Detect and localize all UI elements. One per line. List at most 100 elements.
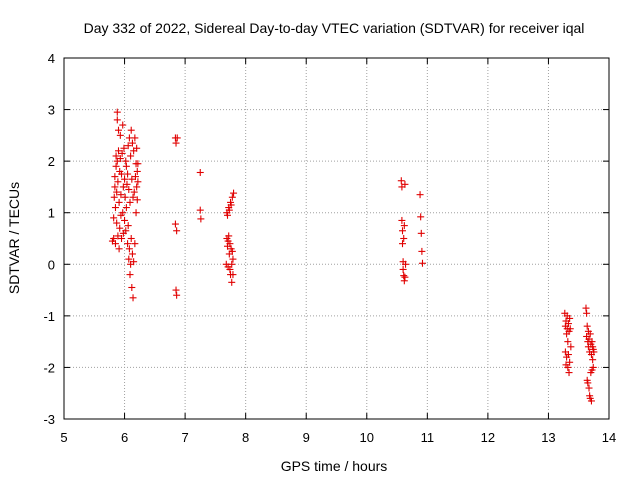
data-point: [197, 215, 205, 223]
data-point: [116, 155, 124, 163]
data-point: [110, 193, 118, 201]
data-point: [133, 196, 141, 204]
data-point: [134, 178, 142, 186]
data-point: [583, 322, 591, 330]
data-point: [416, 191, 424, 199]
data-point: [123, 180, 131, 188]
data-point: [417, 229, 425, 237]
data-point: [124, 142, 132, 150]
data-point: [134, 160, 142, 168]
data-point: [567, 343, 575, 351]
data-point: [131, 134, 139, 142]
data-point: [110, 214, 118, 222]
data-point: [127, 152, 135, 160]
data-point: [128, 139, 136, 147]
data-point: [417, 213, 425, 221]
data-point: [124, 222, 132, 230]
data-point: [228, 260, 236, 268]
data-point: [564, 363, 572, 371]
data-points: [108, 108, 598, 405]
y-tick-label: 2: [48, 154, 55, 169]
data-point: [196, 206, 204, 214]
data-point: [171, 220, 179, 228]
data-point: [230, 189, 238, 197]
data-point: [400, 222, 408, 230]
data-point: [114, 178, 122, 186]
data-point: [122, 227, 130, 235]
data-point: [226, 240, 234, 248]
data-point: [196, 168, 204, 176]
data-point: [112, 152, 120, 160]
data-point: [586, 330, 594, 338]
x-tick-label: 6: [121, 430, 128, 445]
data-point: [564, 320, 572, 328]
data-point: [583, 309, 591, 317]
data-point: [566, 325, 574, 333]
data-point: [399, 265, 407, 273]
data-point: [584, 379, 592, 387]
x-tick-label: 7: [181, 430, 188, 445]
data-point: [112, 162, 120, 170]
data-point: [114, 232, 122, 240]
y-tick-label: 4: [48, 51, 55, 66]
x-tick-label: 9: [303, 430, 310, 445]
y-tick-label: -2: [43, 360, 55, 375]
data-point: [224, 211, 231, 219]
data-point: [173, 227, 181, 235]
data-point: [126, 271, 134, 279]
data-point: [119, 183, 127, 191]
data-point: [418, 247, 426, 255]
data-point: [228, 278, 236, 286]
data-point: [588, 338, 596, 346]
data-point: [225, 206, 233, 214]
data-point: [400, 277, 408, 285]
data-point: [582, 304, 590, 312]
data-point: [127, 235, 135, 242]
data-point: [400, 235, 408, 242]
data-point: [589, 356, 597, 364]
data-point: [120, 144, 128, 152]
data-point: [590, 348, 598, 356]
data-point: [121, 193, 129, 201]
data-point: [117, 191, 125, 199]
data-point: [113, 188, 121, 196]
x-tick-label: 11: [421, 430, 435, 445]
y-tick-label: 1: [48, 206, 55, 221]
data-point: [566, 314, 574, 322]
data-point: [119, 209, 127, 217]
data-point: [418, 259, 426, 267]
y-tick-label: 0: [48, 257, 55, 272]
x-tick-label: 14: [602, 430, 616, 445]
data-point: [118, 170, 126, 178]
data-point: [132, 209, 140, 217]
data-point: [111, 240, 119, 248]
data-point: [128, 250, 136, 258]
data-point: [111, 183, 119, 191]
data-point: [228, 193, 236, 201]
data-point: [589, 363, 597, 371]
x-tick-label: 13: [541, 430, 555, 445]
data-point: [400, 272, 408, 280]
plot-frame: [63, 57, 610, 420]
data-point: [122, 204, 130, 212]
data-point: [173, 291, 181, 299]
data-point: [116, 131, 124, 139]
data-point: [113, 116, 121, 124]
data-point: [113, 108, 121, 116]
data-point: [122, 157, 130, 165]
data-point: [402, 260, 410, 268]
data-point: [229, 255, 237, 263]
data-point: [121, 175, 129, 183]
data-point: [110, 235, 118, 242]
data-point: [118, 235, 126, 242]
data-point: [228, 247, 236, 255]
data-point: [133, 183, 141, 191]
x-tick-label: 10: [360, 430, 374, 445]
data-point: [172, 139, 180, 147]
grid: [64, 58, 609, 419]
data-point: [116, 224, 124, 232]
data-point: [401, 180, 409, 188]
data-point: [173, 134, 181, 142]
data-point: [115, 245, 123, 253]
